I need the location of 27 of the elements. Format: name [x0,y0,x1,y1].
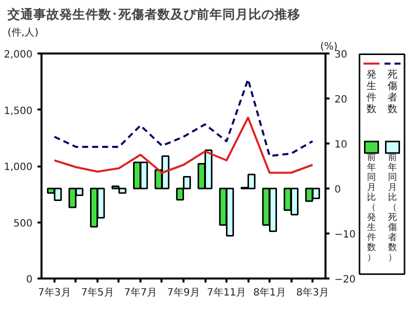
y-tick-label: 1,500 [4,106,33,117]
x-tick-label: 7年11月 [206,286,246,298]
y2-tick-label: −10 [334,230,356,240]
text: 前年同月比（死傷者数） [388,153,397,264]
line-series [53,116,314,174]
y-tick-label: 0 [26,274,33,286]
y2-tick-label: 0 [334,184,341,196]
y2-tick-label: 30 [334,50,348,60]
x-tick-label: 8年3月 [296,286,329,298]
y2-tick-label: 10 [334,140,348,150]
x-tick-label: 7年9月 [167,286,200,298]
text: 前年同月比（発生件数） [367,153,376,264]
chart-title: 交通事故発生件数･死傷者数及び前年同月比の推移 [6,6,300,22]
y2-tick-label: 20 [334,94,348,106]
x-tick-label: 7年3月 [38,286,71,298]
y-tick-label: 1,000 [4,162,33,173]
x-tick-label: 7年7月 [124,286,157,298]
line-series [53,78,314,157]
legend-label: 死傷者数 [388,69,398,116]
x-tick-label: 7年5月 [81,286,114,298]
y-axis-title: (件,人) [8,28,39,38]
y-tick-label: 500 [13,218,33,230]
legend-label: 発生件数 [366,69,376,116]
y2-tick-label: −20 [334,274,356,286]
y2-axis-title: (%) [320,42,338,52]
x-tick-label: 8年1月 [253,286,286,298]
y-tick-label: 2,000 [4,50,33,60]
